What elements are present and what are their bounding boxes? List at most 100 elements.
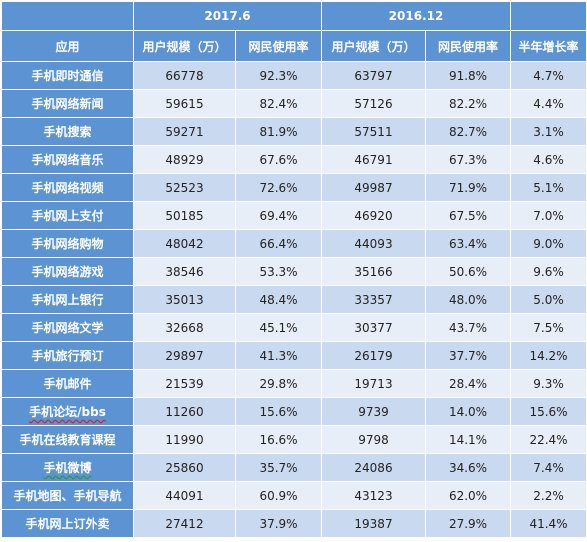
app-name-text: 手机微博 — [43, 461, 92, 475]
rate-2016-cell: 82.7% — [425, 117, 511, 146]
rate-2016-cell: 91.8% — [425, 61, 511, 90]
users-2016-cell: 26179 — [321, 341, 426, 370]
growth-cell: 22.4% — [510, 425, 587, 454]
growth-cell: 5.1% — [510, 173, 587, 202]
users-2016-cell: 44093 — [321, 229, 426, 258]
table-row: 手机网络文学 32668 45.1% 30377 43.7% 7.5% — [1, 313, 587, 342]
rate-2017-cell: 16.6% — [235, 425, 322, 454]
rate-2017-cell: 53.3% — [235, 257, 322, 286]
rate-2017-cell: 60.9% — [235, 481, 322, 510]
table-row: 手机即时通信 66778 92.3% 63797 91.8% 4.7% — [1, 61, 587, 90]
app-name-cell: 手机网络文学 — [1, 313, 134, 342]
rate-2016-cell: 34.6% — [425, 453, 511, 482]
rate-2017-cell: 48.4% — [235, 285, 322, 314]
rate-2016-cell: 37.7% — [425, 341, 511, 370]
app-name-cell: 手机邮件 — [1, 369, 134, 398]
column-header-users-2017: 用户规模（万） — [133, 30, 236, 62]
rate-2016-cell: 82.2% — [425, 89, 511, 118]
rate-2017-cell: 15.6% — [235, 397, 322, 426]
table-row: 手机网上银行 35013 48.4% 33357 48.0% 5.0% — [1, 285, 587, 314]
users-2016-cell: 33357 — [321, 285, 426, 314]
rate-2017-cell: 82.4% — [235, 89, 322, 118]
rate-2016-cell: 14.1% — [425, 425, 511, 454]
table-row: 手机网络新闻 59615 82.4% 57126 82.2% 4.4% — [1, 89, 587, 118]
app-name-cell: 手机在线教育课程 — [1, 425, 134, 454]
users-2017-cell: 25860 — [133, 453, 236, 482]
table-row: 手机网络购物 48042 66.4% 44093 63.4% 9.0% — [1, 229, 587, 258]
users-2016-cell: 57511 — [321, 117, 426, 146]
users-2017-cell: 52523 — [133, 173, 236, 202]
growth-cell: 9.6% — [510, 257, 587, 286]
rate-2017-cell: 67.6% — [235, 145, 322, 174]
users-2016-cell: 46920 — [321, 201, 426, 230]
rate-2017-cell: 81.9% — [235, 117, 322, 146]
growth-cell: 15.6% — [510, 397, 587, 426]
growth-cell: 7.5% — [510, 313, 587, 342]
growth-cell: 4.6% — [510, 145, 587, 174]
users-2016-cell: 57126 — [321, 89, 426, 118]
period-header-row: 2017.6 2016.12 — [1, 1, 587, 31]
rate-2016-cell: 43.7% — [425, 313, 511, 342]
users-2017-cell: 59271 — [133, 117, 236, 146]
rate-2016-cell: 71.9% — [425, 173, 511, 202]
users-2016-cell: 35166 — [321, 257, 426, 286]
rate-2016-cell: 27.9% — [425, 509, 511, 538]
table-row: 手机邮件 21539 29.8% 19713 28.4% 9.3% — [1, 369, 587, 398]
growth-cell: 9.0% — [510, 229, 587, 258]
rate-2016-cell: 63.4% — [425, 229, 511, 258]
growth-cell: 14.2% — [510, 341, 587, 370]
rate-2016-cell: 14.0% — [425, 397, 511, 426]
table-row: 手机微博 25860 35.7% 24086 34.6% 7.4% — [1, 453, 587, 482]
app-name-cell: 手机旅行预订 — [1, 341, 134, 370]
rate-2016-cell: 50.6% — [425, 257, 511, 286]
app-name-cell: 手机即时通信 — [1, 61, 134, 90]
rate-2017-cell: 72.6% — [235, 173, 322, 202]
users-2017-cell: 32668 — [133, 313, 236, 342]
rate-2017-cell: 29.8% — [235, 369, 322, 398]
app-name-cell: 手机网上银行 — [1, 285, 134, 314]
column-header-rate-2017: 网民使用率 — [235, 30, 322, 62]
table-row: 手机搜索 59271 81.9% 57511 82.7% 3.1% — [1, 117, 587, 146]
app-name-cell: 手机网上支付 — [1, 201, 134, 230]
users-2016-cell: 46791 — [321, 145, 426, 174]
app-name-cell: 手机网上订外卖 — [1, 509, 134, 538]
column-header-users-2016: 用户规模（万） — [321, 30, 426, 62]
column-header-growth: 半年增长率 — [510, 30, 587, 62]
users-2017-cell: 50185 — [133, 201, 236, 230]
rate-2016-cell: 62.0% — [425, 481, 511, 510]
growth-cell: 4.7% — [510, 61, 587, 90]
rate-2017-cell: 69.4% — [235, 201, 322, 230]
growth-cell: 3.1% — [510, 117, 587, 146]
users-2017-cell: 35013 — [133, 285, 236, 314]
users-2017-cell: 27412 — [133, 509, 236, 538]
growth-cell: 2.2% — [510, 481, 587, 510]
table-row: 手机网络游戏 38546 53.3% 35166 50.6% 9.6% — [1, 257, 587, 286]
users-2017-cell: 66778 — [133, 61, 236, 90]
rate-2017-cell: 37.9% — [235, 509, 322, 538]
users-2017-cell: 21539 — [133, 369, 236, 398]
users-2016-cell: 9798 — [321, 425, 426, 454]
table-row: 手机网上订外卖 27412 37.9% 19387 27.9% 41.4% — [1, 509, 587, 538]
rate-2017-cell: 35.7% — [235, 453, 322, 482]
app-name-cell: 手机网络视频 — [1, 173, 134, 202]
column-header-row: 应用 用户规模（万） 网民使用率 用户规模（万） 网民使用率 半年增长率 — [1, 30, 587, 62]
table-row: 手机网络音乐 48929 67.6% 46791 67.3% 4.6% — [1, 145, 587, 174]
table-row: 手机旅行预订 29897 41.3% 26179 37.7% 14.2% — [1, 341, 587, 370]
growth-cell: 4.4% — [510, 89, 587, 118]
users-2016-cell: 19713 — [321, 369, 426, 398]
users-2017-cell: 59615 — [133, 89, 236, 118]
rate-2017-cell: 66.4% — [235, 229, 322, 258]
app-name-cell: 手机微博 — [1, 453, 134, 482]
users-2017-cell: 29897 — [133, 341, 236, 370]
users-2016-cell: 63797 — [321, 61, 426, 90]
period-header-blank-left — [1, 1, 134, 31]
users-2016-cell: 30377 — [321, 313, 426, 342]
rate-2016-cell: 28.4% — [425, 369, 511, 398]
period-header-blank-right — [510, 1, 587, 31]
rate-2016-cell: 67.3% — [425, 145, 511, 174]
table-row: 手机地图、手机导航 44091 60.9% 43123 62.0% 2.2% — [1, 481, 587, 510]
table-row: 手机网上支付 50185 69.4% 46920 67.5% 7.0% — [1, 201, 587, 230]
rate-2017-cell: 41.3% — [235, 341, 322, 370]
rate-2016-cell: 67.5% — [425, 201, 511, 230]
